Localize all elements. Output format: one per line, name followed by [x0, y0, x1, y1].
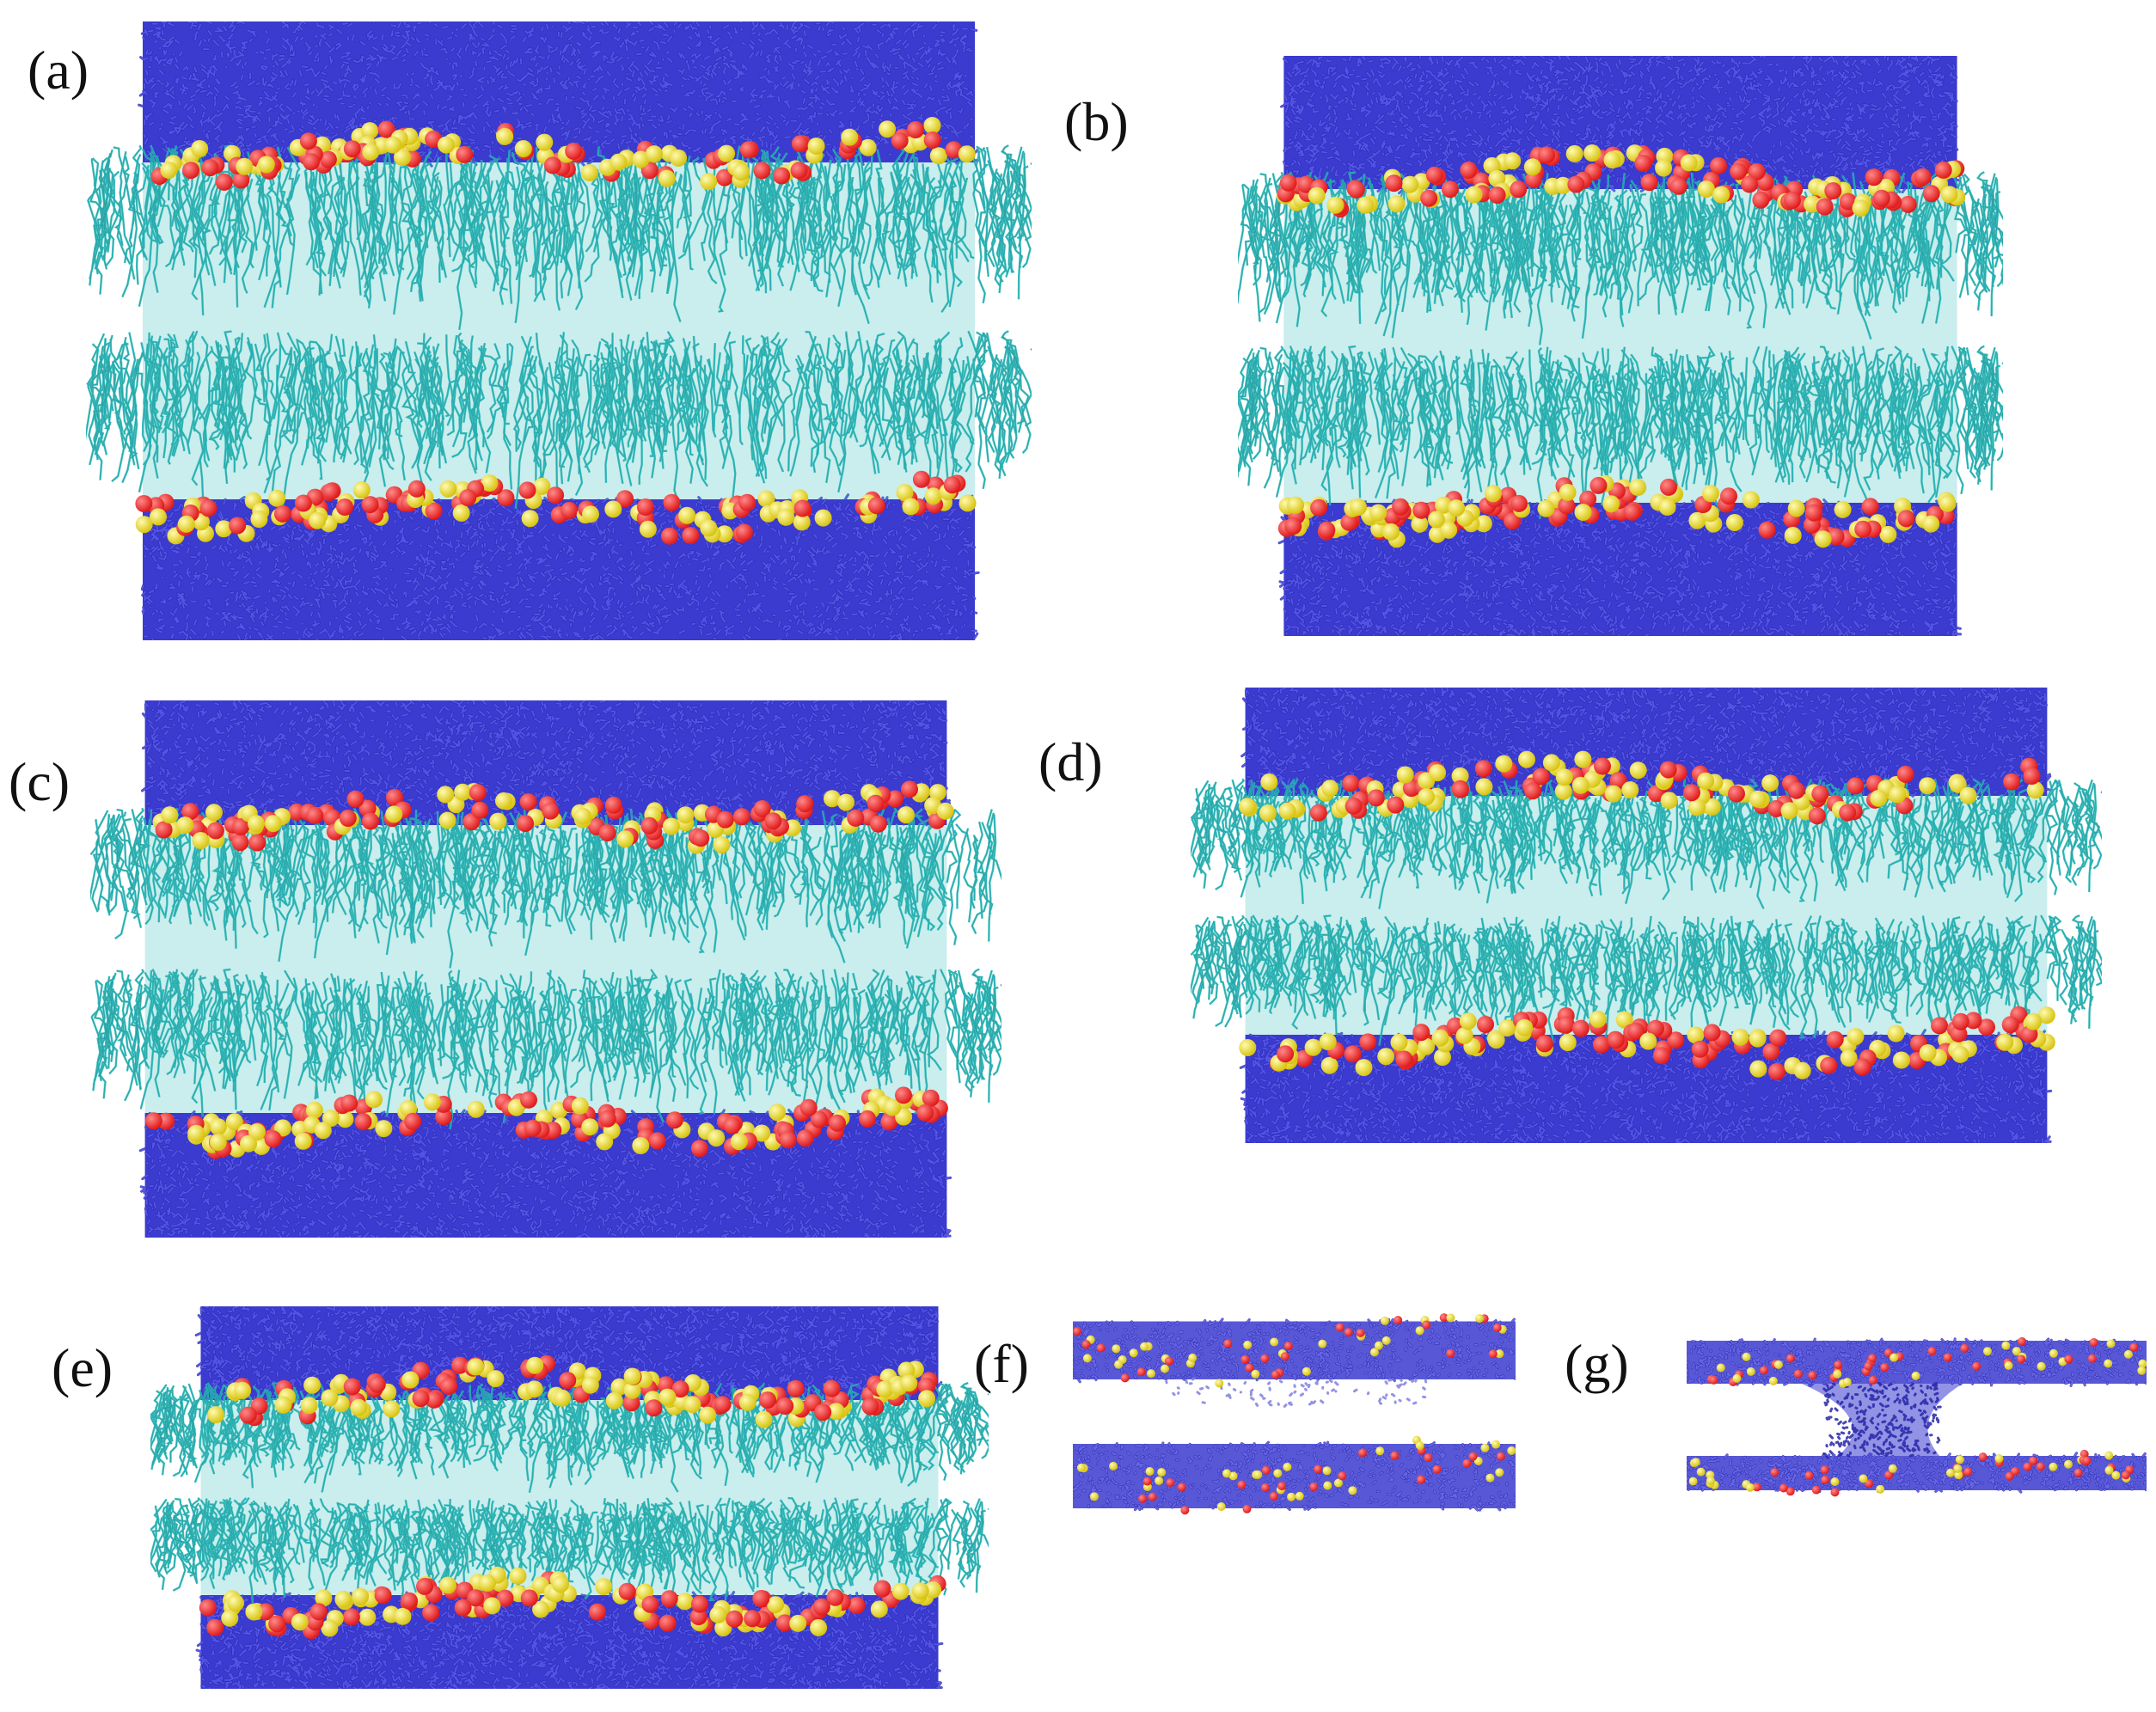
panel-label-f: (f) [974, 1333, 1029, 1394]
panel-label-a: (a) [28, 40, 89, 101]
panel-label-e: (e) [52, 1337, 113, 1398]
membrane-snapshot-d [1191, 688, 2102, 1143]
membrane-snapshot-g [1687, 1332, 2147, 1504]
membrane-snapshot-c [90, 700, 1001, 1238]
membrane-snapshot-f [1073, 1311, 1516, 1526]
membrane-snapshot-b [1238, 56, 2003, 636]
membrane-snapshot-a [86, 21, 1032, 640]
panel-label-b: (b) [1064, 91, 1129, 152]
membrane-snapshot-e [150, 1306, 989, 1689]
panel-label-d: (d) [1038, 731, 1103, 792]
panel-label-g: (g) [1565, 1333, 1629, 1394]
panel-label-c: (c) [9, 751, 70, 812]
